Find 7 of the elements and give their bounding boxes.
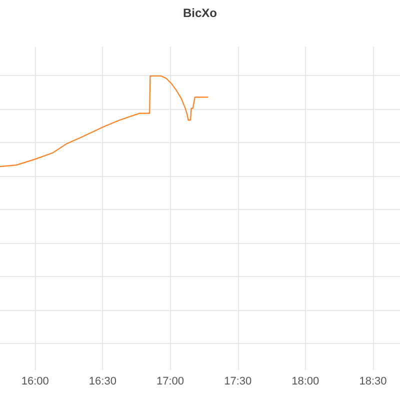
x-tick-label: 18:30 — [359, 376, 387, 388]
x-tick-label: 17:00 — [156, 376, 184, 388]
chart-title: BicXo — [182, 6, 218, 20]
x-tick-label: 17:30 — [224, 376, 252, 388]
x-tick-label: 16:00 — [21, 376, 49, 388]
x-tick-label: 18:00 — [292, 376, 320, 388]
x-tick-label: 16:30 — [88, 376, 116, 388]
